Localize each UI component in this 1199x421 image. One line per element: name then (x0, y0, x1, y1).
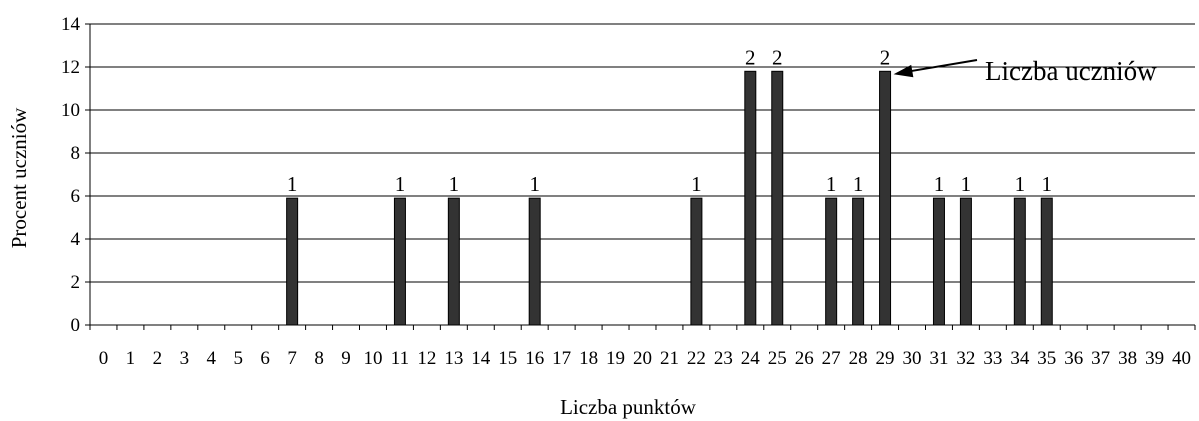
x-tick-label: 18 (579, 348, 598, 369)
bar (744, 70, 757, 326)
x-tick-label: 32 (956, 348, 975, 369)
x-tick-label: 6 (260, 348, 270, 369)
x-tick-label: 14 (471, 348, 491, 369)
y-tick-label: 6 (71, 186, 81, 207)
bar (771, 70, 784, 326)
x-tick-label: 12 (417, 348, 436, 369)
y-tick-label: 8 (71, 143, 81, 164)
data-label: 1 (934, 172, 945, 196)
bar (393, 197, 406, 326)
x-tick-label: 37 (1091, 348, 1110, 369)
x-tick-label: 17 (552, 348, 571, 369)
x-tick-labels: 0 1 2 3 4 5 6 7 8 9 10 11 12 13 14 15 16 17 18 19 20 21 22 23 24… (99, 348, 1191, 369)
x-tick-label: 36 (1064, 348, 1083, 369)
x-tick-label: 28 (849, 348, 868, 369)
x-tick-label: 20 (633, 348, 652, 369)
bar (1013, 197, 1026, 326)
x-tick-label: 5 (233, 348, 243, 369)
x-tick-label: 3 (180, 348, 190, 369)
bar (447, 197, 460, 326)
x-tick-label: 19 (606, 348, 625, 369)
data-label: 1 (1015, 172, 1026, 196)
x-tick-label: 40 (1172, 348, 1191, 369)
x-tick-label: 13 (444, 348, 463, 369)
y-tick-label: 14 (61, 14, 81, 35)
x-tick-label: 4 (207, 348, 217, 369)
x-tick-label: 10 (363, 348, 382, 369)
data-label: 1 (826, 172, 837, 196)
x-tick-label: 2 (153, 348, 163, 369)
bars (286, 70, 1053, 326)
axes (85, 23, 1196, 330)
x-tick-label: 7 (287, 348, 297, 369)
bar (932, 197, 945, 326)
data-label: 1 (1042, 172, 1053, 196)
x-tick-label: 35 (1037, 348, 1056, 369)
data-label: 1 (395, 172, 406, 196)
x-tick-label: 30 (903, 348, 922, 369)
bar (286, 197, 299, 326)
y-tick-label: 2 (71, 272, 81, 293)
x-tick-label: 16 (525, 348, 544, 369)
x-tick-label: 11 (391, 348, 409, 369)
data-label: 1 (529, 172, 540, 196)
data-label: 2 (745, 45, 756, 69)
x-tick-label: 22 (687, 348, 706, 369)
data-label: 1 (853, 172, 864, 196)
annotation-arrow-line (903, 59, 978, 74)
data-label: 1 (691, 172, 702, 196)
x-tick-label: 21 (660, 348, 679, 369)
x-tick-label: 38 (1118, 348, 1137, 369)
data-label: 1 (961, 172, 972, 196)
bar (1040, 197, 1053, 326)
x-tick-label: 1 (126, 348, 136, 369)
x-tick-label: 31 (929, 348, 948, 369)
data-label: 2 (880, 45, 891, 69)
y-tick-label: 12 (61, 57, 80, 78)
annotation-label: Liczba uczniów (985, 56, 1157, 86)
x-tick-label: 33 (983, 348, 1002, 369)
x-tick-label: 27 (822, 348, 841, 369)
data-label: 1 (287, 172, 298, 196)
x-tick-label: 0 (99, 348, 109, 369)
x-axis-title: Liczba punktów (560, 395, 697, 419)
y-tick-label: 0 (71, 315, 81, 336)
bar (690, 197, 703, 326)
data-labels: 1 1 1 1 12 21 121 1 1 1 (287, 45, 1052, 196)
annotation: Liczba uczniów (893, 56, 1157, 86)
y-tick-label: 10 (61, 100, 80, 121)
data-label: 2 (772, 45, 783, 69)
gridlines (90, 23, 1195, 283)
bar (852, 197, 865, 326)
y-tick-label: 4 (71, 229, 81, 250)
x-tick-label: 34 (1010, 348, 1030, 369)
bar (959, 197, 972, 326)
x-tick-label: 39 (1145, 348, 1164, 369)
bar (528, 197, 541, 326)
annotation-arrow-head (893, 64, 914, 78)
x-tick-label: 26 (795, 348, 814, 369)
x-tick-label: 8 (314, 348, 324, 369)
x-tick-label: 29 (876, 348, 895, 369)
data-label: 1 (449, 172, 460, 196)
x-tick-label: 15 (498, 348, 517, 369)
y-tick-labels: 0 2 4 6 8 10 12 14 (61, 14, 81, 336)
bar (879, 70, 892, 326)
bar (825, 197, 838, 326)
x-tick-label: 9 (341, 348, 351, 369)
x-tick-label: 25 (768, 348, 787, 369)
y-axis-title: Procent uczniów (7, 107, 31, 248)
x-tick-label: 24 (741, 348, 761, 369)
x-tick-label: 23 (714, 348, 733, 369)
